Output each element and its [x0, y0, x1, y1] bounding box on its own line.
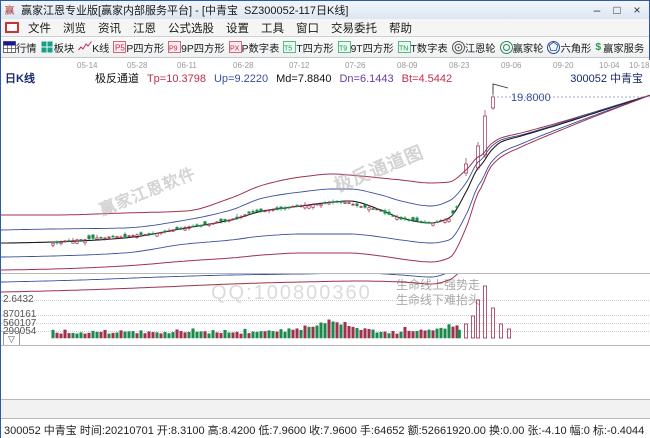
svg-text:P9: P9 [169, 46, 178, 53]
svg-text:TN: TN [399, 46, 408, 53]
svg-text:T5: T5 [284, 46, 292, 53]
svg-text:T9: T9 [339, 46, 347, 53]
svg-text:19.8000: 19.8000 [511, 92, 551, 104]
svg-text:P5: P5 [115, 44, 125, 53]
svg-text:PX: PX [230, 46, 240, 53]
svg-text:赢: 赢 [5, 4, 15, 17]
